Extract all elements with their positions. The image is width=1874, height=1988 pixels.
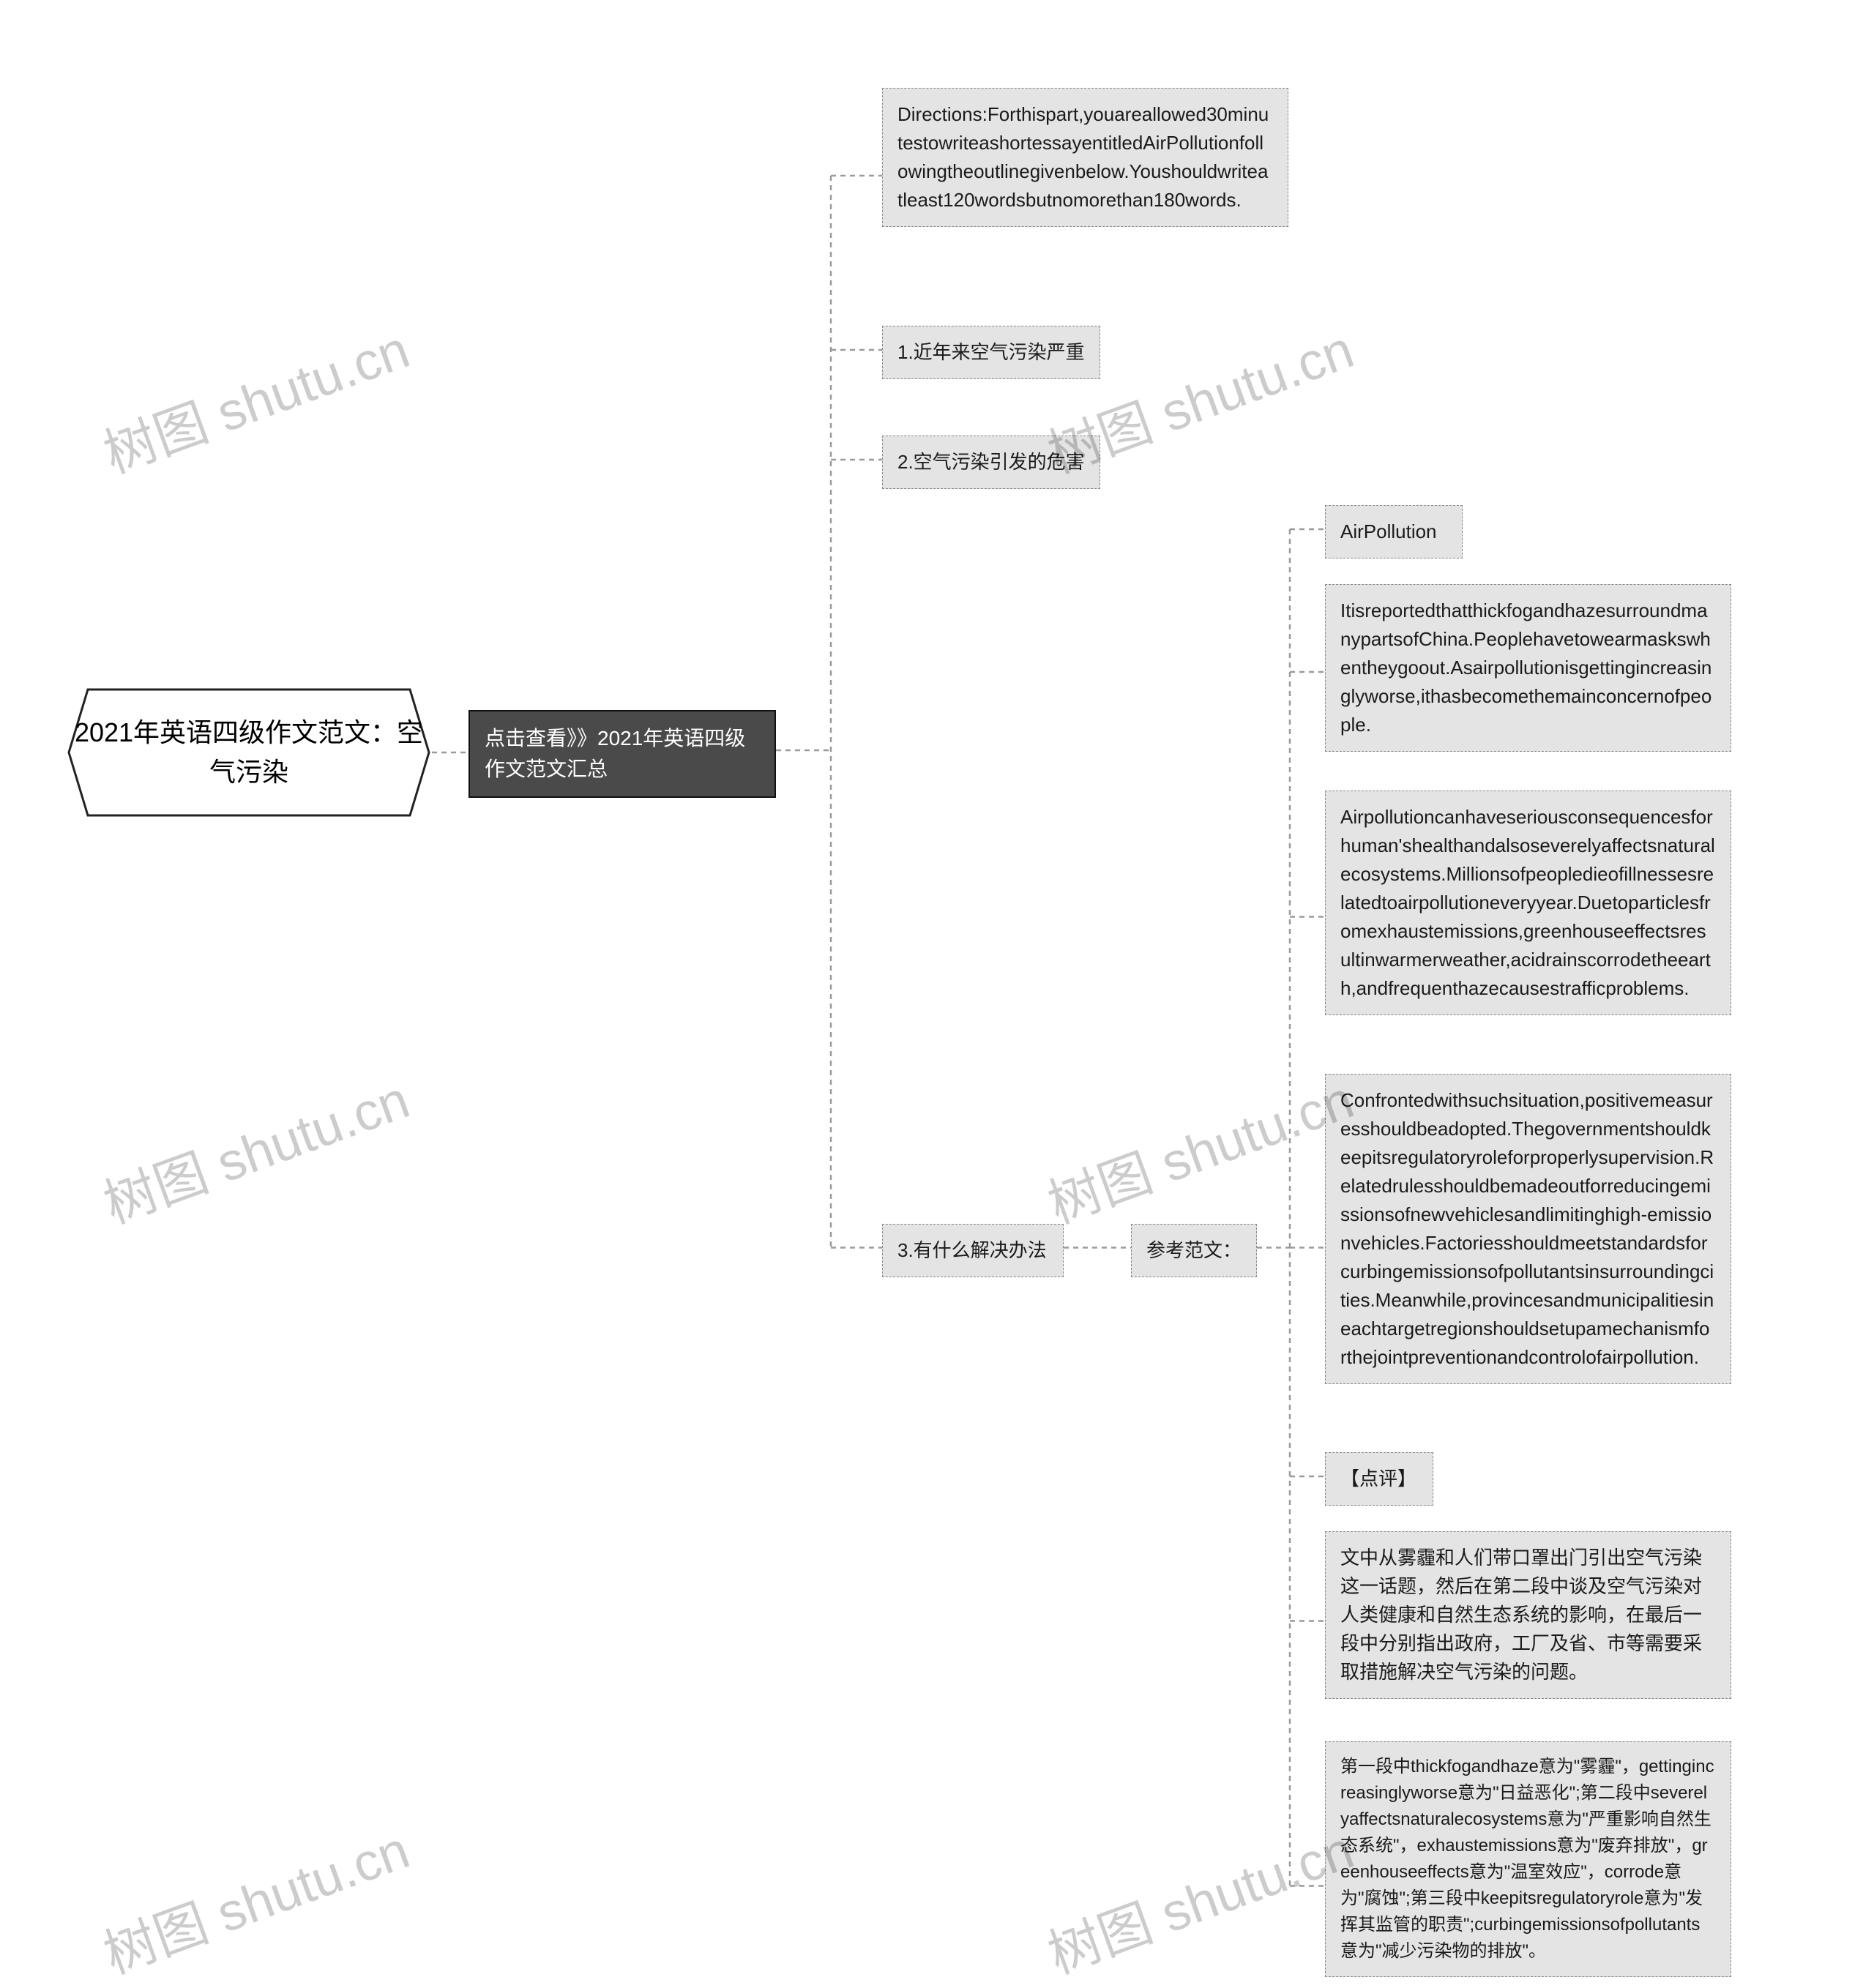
mindmap-canvas: 2021年英语四级作文范文：空气污染 点击查看》》2021年英语四级作文范文汇总… <box>0 0 1874 1942</box>
right-leaf-r0[interactable]: AirPollution <box>1325 505 1463 558</box>
level1-label: 点击查看》》2021年英语四级作文范文汇总 <box>485 727 745 780</box>
right-leaf-text-r6: 第一段中thickfogandhaze意为"雾霾"，gettingincreas… <box>1340 1757 1714 1961</box>
right-leaf-r2[interactable]: Airpollutioncanhaveseriousconsequencesfo… <box>1325 791 1731 1015</box>
watermark: 树图 shutu.cn <box>92 1057 418 1238</box>
right-leaf-text-r1: Itisreportedthatthickfogandhazesurroundm… <box>1340 599 1711 736</box>
branch-point-1-text: 1.近年来空气污染严重 <box>897 341 1085 363</box>
watermark: 树图 shutu.cn <box>92 1807 418 1988</box>
watermark: 树图 shutu.cn <box>1036 1807 1362 1988</box>
watermark: 树图 shutu.cn <box>1036 1057 1362 1238</box>
right-leaf-text-r3: Confrontedwithsuchsituation,positivemeas… <box>1340 1089 1714 1368</box>
branch-reference-essay[interactable]: 参考范文： <box>1131 1224 1257 1277</box>
branch-point-3[interactable]: 3.有什么解决办法 <box>882 1224 1064 1277</box>
right-leaf-r5[interactable]: 文中从雾霾和人们带口罩出门引出空气污染这一话题，然后在第二段中谈及空气污染对人类… <box>1325 1531 1731 1699</box>
right-leaf-r4[interactable]: 【点评】 <box>1325 1452 1433 1506</box>
right-leaf-text-r4: 【点评】 <box>1340 1468 1416 1490</box>
watermark: 树图 shutu.cn <box>92 307 418 488</box>
right-leaf-text-r0: AirPollution <box>1340 520 1437 542</box>
branch-point-3-text: 3.有什么解决办法 <box>897 1239 1047 1261</box>
root-node[interactable]: 2021年英语四级作文范文：空气污染 <box>66 687 432 818</box>
root-label: 2021年英语四级作文范文：空气污染 <box>66 687 432 818</box>
branch-point-2[interactable]: 2.空气污染引发的危害 <box>882 436 1100 489</box>
branch-directions-text: Directions:Forthispart,youareallowed30mi… <box>897 103 1269 211</box>
right-leaf-text-r5: 文中从雾霾和人们带口罩出门引出空气污染这一话题，然后在第二段中谈及空气污染对人类… <box>1340 1547 1702 1683</box>
right-leaf-r1[interactable]: Itisreportedthatthickfogandhazesurroundm… <box>1325 584 1731 752</box>
right-leaf-r3[interactable]: Confrontedwithsuchsituation,positivemeas… <box>1325 1074 1731 1384</box>
branch-point-2-text: 2.空气污染引发的危害 <box>897 451 1085 473</box>
branch-reference-essay-text: 参考范文： <box>1146 1239 1242 1261</box>
branch-point-1[interactable]: 1.近年来空气污染严重 <box>882 326 1100 379</box>
level1-node[interactable]: 点击查看》》2021年英语四级作文范文汇总 <box>468 710 776 798</box>
right-leaf-text-r2: Airpollutioncanhaveseriousconsequencesfo… <box>1340 806 1715 999</box>
branch-directions[interactable]: Directions:Forthispart,youareallowed30mi… <box>882 88 1288 227</box>
